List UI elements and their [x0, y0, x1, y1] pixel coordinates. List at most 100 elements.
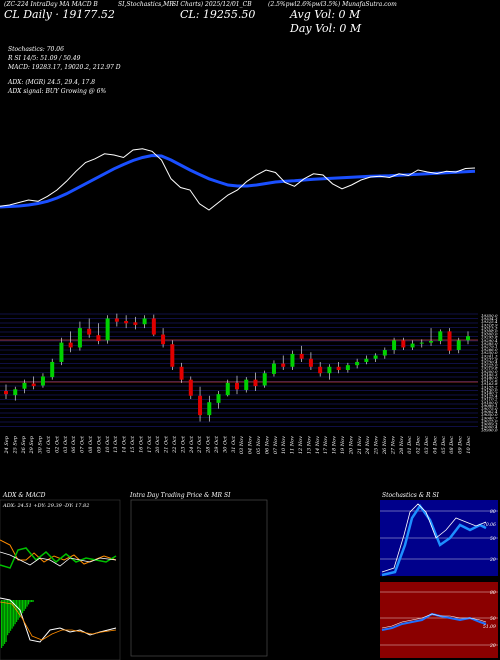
header-line1-b: SI,Stochastics,MR: [118, 1, 174, 8]
price-level-label: 19110.2: [481, 397, 498, 402]
candle-body: [235, 382, 239, 390]
candle-body: [364, 358, 369, 362]
rsi-level-label: 50: [490, 616, 496, 622]
macd-histogram-bar: [14, 600, 16, 625]
date-label: 08 Oct: [88, 435, 94, 453]
macd-histogram-bar: [13, 600, 15, 627]
price-level-label: 19325.4: [481, 319, 498, 324]
date-label: 28 Nov: [399, 436, 405, 455]
candle-body: [216, 394, 221, 403]
date-label: 06 Nov: [264, 436, 270, 454]
price-level-label: 19200.0: [481, 369, 498, 374]
date-label: 14 Oct: [122, 435, 128, 453]
stoch-level-label: 50: [490, 536, 496, 542]
date-label: 09 Oct: [96, 435, 102, 453]
date-label: 03 Dec: [424, 436, 430, 454]
date-label: 01 Oct: [46, 435, 52, 453]
date-label: 03 Nov: [239, 436, 245, 454]
date-label: 12 Nov: [298, 436, 304, 454]
price-level-label: 19313.3: [481, 325, 498, 330]
price-level-label: 19279.1: [481, 344, 498, 349]
header-line1-d: (2.5%pwl2.6%pwl3.5%) MunafaSutra.com: [268, 1, 397, 8]
candle-body: [318, 366, 323, 374]
candle-body: [87, 328, 92, 335]
macd-histogram-bar: [4, 600, 6, 644]
candle-body: [22, 382, 27, 389]
candle-body: [466, 336, 470, 341]
candle-body: [170, 344, 175, 367]
date-label: 01 Dec: [407, 436, 413, 454]
candle-body: [133, 322, 138, 325]
price-level-label: 19241.3: [481, 353, 498, 358]
candle-body: [281, 363, 286, 367]
candle-body: [429, 341, 434, 343]
date-label: 02 Dec: [416, 436, 422, 454]
intraday-panel-frame: [130, 499, 268, 657]
candle-body: [290, 353, 295, 367]
date-label: 31 Oct: [231, 435, 237, 453]
date-label: 10 Dec: [466, 436, 472, 454]
price-line: [0, 148, 476, 211]
price-level-label: 19050.0: [481, 412, 498, 417]
macd-readout: MACD: 19283.17, 19020.2, 212.97 D: [8, 64, 121, 71]
price-level-label: 19308.0: [481, 329, 498, 334]
candle-body: [299, 353, 304, 359]
adx-panel-title: ADX & MACD: [2, 492, 46, 499]
price-level-label: 19150.0: [481, 387, 498, 392]
stoch-panel-title: Stochastics & R SI: [382, 492, 439, 499]
candle-body: [327, 366, 332, 374]
adx-line: [0, 551, 117, 567]
macd-histogram-bar: [23, 600, 25, 611]
price-level-label: 19172.6: [481, 378, 498, 383]
macd-histogram-bar: [1, 600, 3, 648]
candle-body: [355, 361, 360, 366]
macd-histogram-bar: [22, 600, 24, 614]
macd-line: [0, 597, 117, 643]
date-label: 10 Nov: [281, 436, 287, 454]
candle-body: [410, 343, 415, 348]
date-label: 13 Oct: [113, 435, 119, 453]
candle-body: [59, 342, 64, 362]
candle-body: [40, 376, 45, 386]
price-level-label: 19290.4: [481, 338, 498, 343]
candle-body: [198, 395, 203, 416]
stoch-d-line: [381, 503, 487, 577]
date-label: 02 Oct: [54, 435, 60, 453]
stoch-value-label: 70.06: [483, 522, 496, 528]
adx-panel-readout: ADX: 24.51 +DY: 29.39 -DY: 17.82: [2, 503, 89, 509]
date-label: 30 Oct: [222, 435, 228, 453]
price-level-label: 19300.0: [481, 332, 498, 337]
price-level-label: 19250.0: [481, 350, 498, 355]
candle-body: [114, 318, 119, 322]
price-level-label: 19140.7: [481, 391, 498, 396]
date-label: 24 Oct: [189, 435, 195, 454]
macd-histogram-bar: [19, 600, 21, 618]
adx-panel-frame: [0, 499, 121, 660]
price-level-label: 19225.0: [481, 363, 498, 368]
macd-histogram-bar: [26, 600, 28, 607]
rsi-value-label: 51.09: [483, 624, 496, 630]
price-level-label: 19185.3: [481, 372, 498, 377]
price-level-label: 19155.2: [481, 384, 498, 389]
date-label: 18 Nov: [332, 436, 338, 454]
candle-body: [345, 365, 350, 370]
price-level-label: 19062.4: [481, 409, 498, 414]
candle-body: [262, 373, 267, 386]
macd-histogram-bar: [20, 600, 22, 616]
date-label: 29 Sep: [29, 435, 35, 454]
date-label: 20 Nov: [348, 436, 354, 455]
price-level-label: 19237.9: [481, 356, 498, 361]
date-label: 06 Oct: [71, 435, 77, 453]
macd-histogram-bar: [10, 600, 12, 631]
stoch-k-line: [381, 503, 487, 573]
date-label: 07 Nov: [273, 436, 279, 454]
stoch-level-label: 20: [489, 557, 496, 563]
price-level-label: 19295.8: [481, 335, 498, 340]
header-cl: CL: 19255.50: [180, 8, 256, 21]
date-label: 05 Dec: [441, 436, 447, 454]
price-level-label: 19009.3: [481, 422, 498, 427]
candle-body: [161, 334, 166, 345]
date-label: 11 Nov: [290, 436, 296, 454]
date-label: 20 Oct: [155, 435, 161, 454]
candle-body: [151, 318, 156, 335]
